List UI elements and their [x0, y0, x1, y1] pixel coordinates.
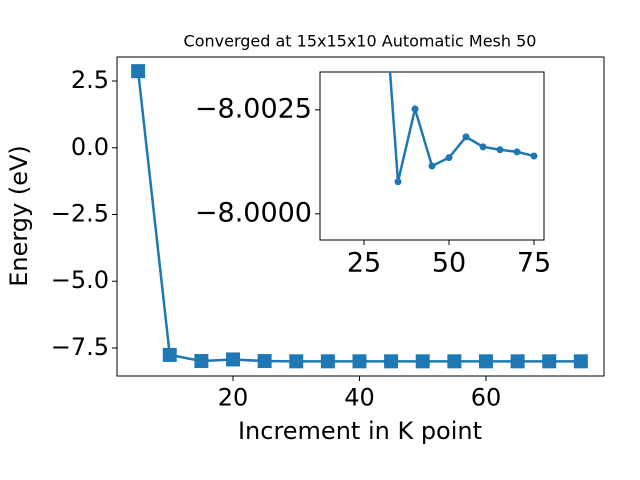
plot-frame [319, 71, 545, 241]
x-tick-label: 60 [471, 383, 502, 411]
marker [542, 354, 557, 369]
marker [573, 354, 588, 369]
marker [394, 178, 402, 186]
marker [428, 162, 436, 170]
marker [257, 354, 272, 369]
y-axis-label: Energy (eV) [5, 145, 33, 287]
marker [510, 354, 525, 369]
marker [415, 354, 430, 369]
marker [478, 354, 493, 369]
marker [225, 352, 240, 367]
marker [384, 354, 399, 369]
marker [513, 148, 521, 156]
marker [320, 354, 335, 369]
marker [530, 152, 538, 160]
marker [411, 105, 419, 113]
marker [194, 354, 209, 369]
y-tick-label: 2.5 [71, 66, 109, 94]
x-tick-label: 20 [218, 383, 249, 411]
marker [462, 133, 470, 141]
y-tick-label: −8.0000 [195, 197, 312, 228]
y-tick-label: −2.5 [51, 199, 109, 227]
plot-area [131, 64, 588, 369]
marker [131, 64, 146, 79]
x-tick-label: 75 [517, 248, 551, 279]
marker [352, 354, 367, 369]
marker [447, 354, 462, 369]
marker [289, 354, 304, 369]
y-tick-label: −7.5 [51, 333, 109, 361]
marker [162, 347, 177, 362]
chart-title: Converged at 15x15x10 Automatic Mesh 50 [184, 32, 537, 51]
y-tick-label: −8.0025 [195, 93, 312, 124]
data-line [388, 72, 535, 183]
y-tick-label: 0.0 [71, 133, 109, 161]
marker [479, 143, 487, 151]
marker [496, 146, 504, 154]
x-tick-label: 50 [432, 248, 466, 279]
x-tick-label: 40 [344, 383, 375, 411]
plot-area [388, 72, 538, 186]
x-axis-label: Increment in K point [238, 417, 482, 445]
marker [445, 154, 453, 162]
y-tick-label: −5.0 [51, 266, 109, 294]
x-tick-label: 25 [347, 248, 381, 279]
